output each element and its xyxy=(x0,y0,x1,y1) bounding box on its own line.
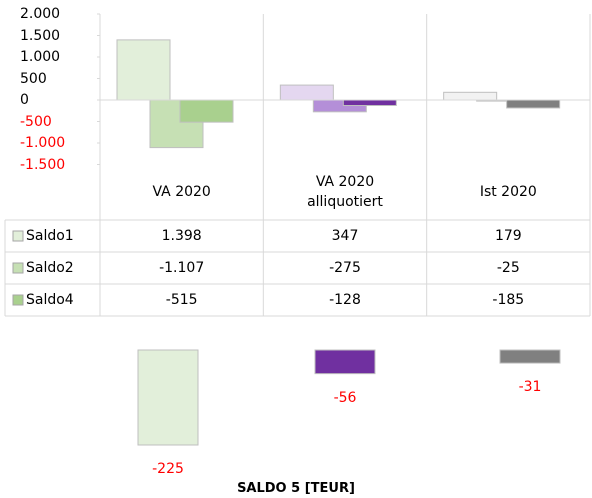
y-tick-label: 0 xyxy=(20,92,29,108)
chart-title: SALDO 5 [TEUR] xyxy=(237,481,355,496)
table-value: -185 xyxy=(492,292,525,308)
y-tick-label: 1.500 xyxy=(20,27,61,44)
y-tick-label: -1.000 xyxy=(20,135,66,151)
bar xyxy=(342,99,397,107)
legend-swatch xyxy=(12,294,24,306)
y-tick-label: 2.000 xyxy=(20,6,61,22)
y-tick-label: -500 xyxy=(20,113,52,130)
table-value: -128 xyxy=(329,292,361,308)
bar xyxy=(499,349,561,364)
bar xyxy=(506,99,561,109)
category-label: VA 2020 xyxy=(152,184,211,200)
table-value: -25 xyxy=(496,260,520,276)
table-value: 1.398 xyxy=(161,228,202,244)
table-value: 347 xyxy=(331,228,359,244)
value-label: -31 xyxy=(518,379,542,396)
legend-label: Saldo4 xyxy=(26,292,74,308)
bar xyxy=(116,39,171,101)
value-label: -225 xyxy=(152,461,184,477)
bar xyxy=(179,99,234,123)
y-tick-label: 1.000 xyxy=(20,49,61,65)
legend-swatch xyxy=(12,230,24,242)
table-value: -515 xyxy=(165,292,198,308)
value-label: -56 xyxy=(333,389,357,406)
table-value: 179 xyxy=(494,228,522,244)
legend-swatch xyxy=(12,262,24,274)
table-value: -1.107 xyxy=(159,260,205,276)
y-tick-label: -1.500 xyxy=(20,156,66,173)
bar xyxy=(137,349,199,446)
legend-label: Saldo1 xyxy=(26,228,74,244)
legend-label: Saldo2 xyxy=(26,260,74,276)
bar xyxy=(314,349,376,375)
table-value: -275 xyxy=(329,260,361,276)
bar xyxy=(443,91,498,101)
category-label: Ist 2020 xyxy=(479,184,537,200)
y-tick-label: 500 xyxy=(20,70,47,87)
bar xyxy=(279,84,334,101)
category-label: VA 2020 alliquotiert xyxy=(307,174,383,210)
